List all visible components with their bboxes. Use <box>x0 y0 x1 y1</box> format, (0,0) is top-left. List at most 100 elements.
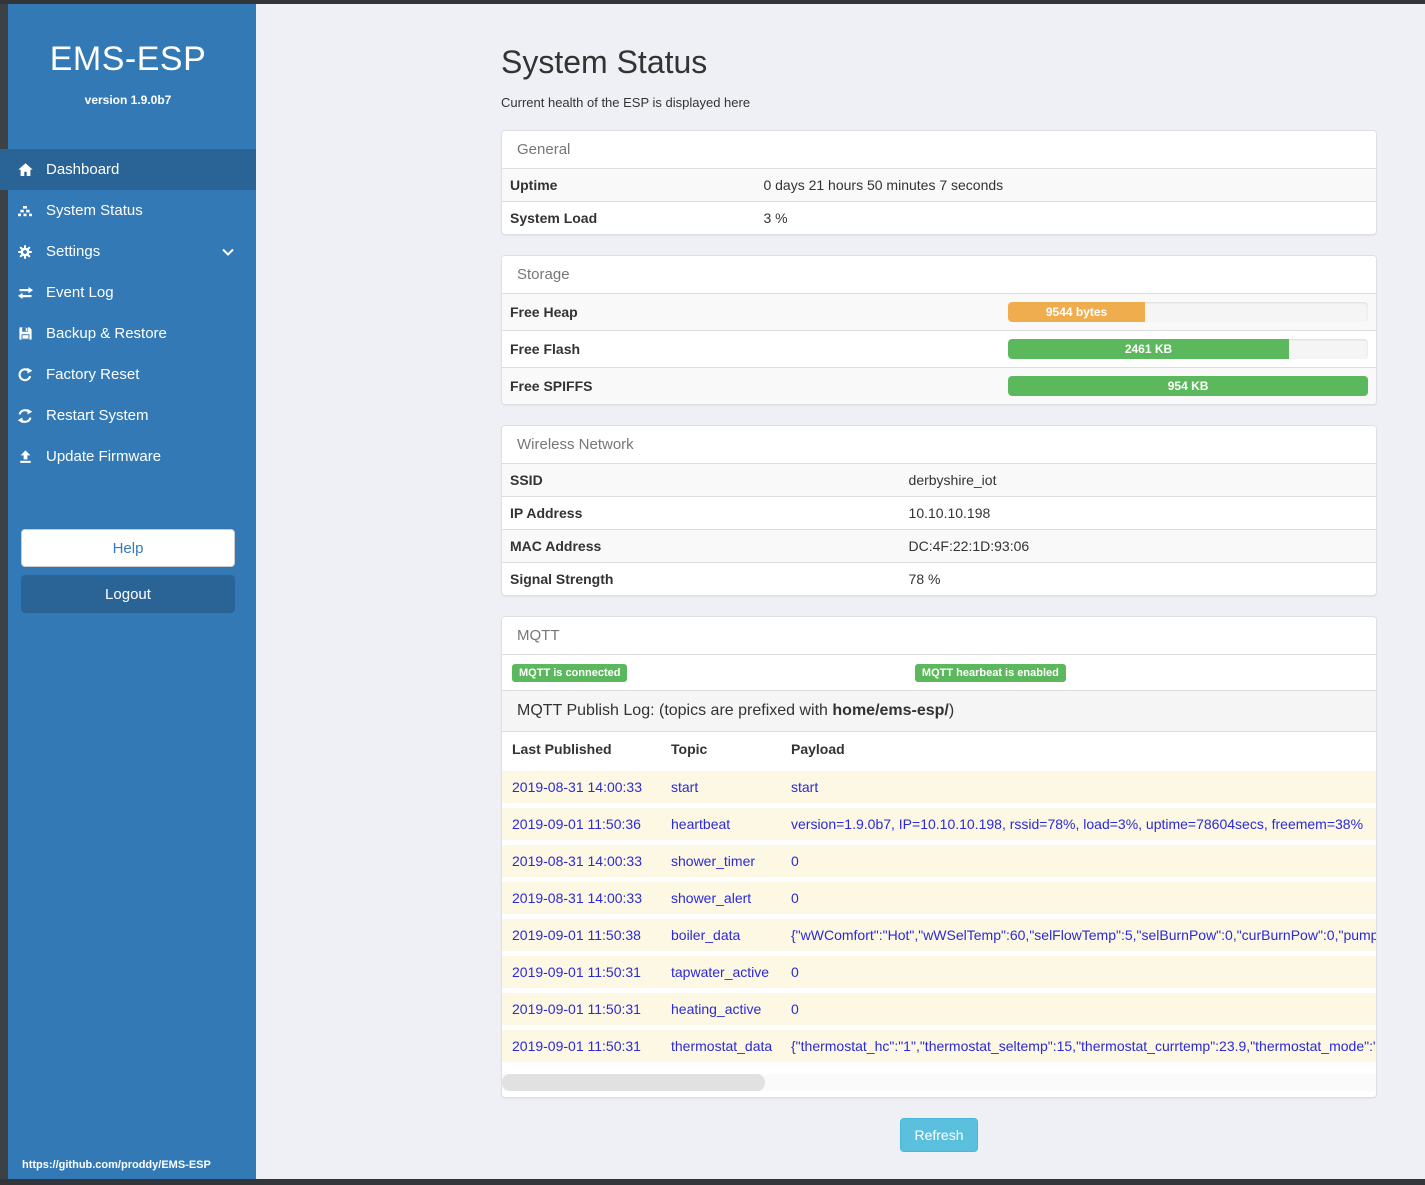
last-published-cell: 2019-08-31 14:00:33 <box>502 766 661 806</box>
sidebar-buttons: Help Logout <box>0 529 256 613</box>
sidebar-item-label: System Status <box>46 202 143 219</box>
restart-icon <box>16 408 34 424</box>
table-row: 2019-08-31 14:00:33 shower_timer 0 <box>502 840 1376 880</box>
topic-cell: tapwater_active <box>661 951 781 991</box>
sidebar-item-dashboard[interactable]: Dashboard <box>0 149 256 190</box>
row-label: SSID <box>510 472 543 488</box>
wireless-table: SSID derbyshire_iot IP Address 10.10.10.… <box>502 464 1376 595</box>
general-table: Uptime 0 days 21 hours 50 minutes 7 seco… <box>502 169 1376 234</box>
mqtt-heartbeat-badge: MQTT hearbeat is enabled <box>914 664 1066 682</box>
log-header-text: MQTT Publish Log: (topics are prefixed w… <box>517 702 833 719</box>
main-area: System Status Current health of the ESP … <box>256 4 1425 1179</box>
mqtt-panel-heading: MQTT <box>502 617 1376 655</box>
storage-table: Free Heap 9544 bytes Free Flash <box>502 294 1376 404</box>
mqtt-panel: MQTT MQTT is connected MQTT hearbeat is … <box>501 616 1377 1098</box>
log-header-topic-prefix: home/ems-esp/ <box>832 702 949 719</box>
table-row: 2019-09-01 11:50:31 tapwater_active 0 <box>502 951 1376 991</box>
mqtt-connected-badge: MQTT is connected <box>512 664 628 682</box>
row-value: 3 % <box>755 201 1376 234</box>
row-label: Free Flash <box>502 330 1001 368</box>
topic-cell: boiler_data <box>661 914 781 954</box>
column-header: Payload <box>781 732 1376 769</box>
scrollbar-thumb[interactable] <box>502 1074 765 1091</box>
last-published-cell: 2019-08-31 14:00:33 <box>502 840 661 880</box>
refresh-row: Refresh <box>501 1118 1377 1152</box>
payload-cell: 0 <box>781 988 1376 1028</box>
general-panel: General Uptime 0 days 21 hours 50 minute… <box>501 130 1377 235</box>
payload-cell: {"wWComfort":"Hot","wWSelTemp":60,"selFl… <box>781 914 1376 954</box>
storage-panel: Storage Free Heap 9544 bytes <box>501 255 1377 405</box>
row-value: 10.10.10.198 <box>900 496 1376 530</box>
row-value: derbyshire_iot <box>908 472 997 488</box>
topic-cell: thermostat_data <box>661 1025 781 1062</box>
last-published-cell: 2019-09-01 11:50:31 <box>502 1025 661 1062</box>
brand: EMS-ESP version 1.9.0b7 <box>0 4 256 107</box>
upload-icon <box>16 449 34 465</box>
table-row: 2019-08-31 14:00:33 shower_alert 0 <box>502 877 1376 917</box>
topic-cell: shower_alert <box>661 877 781 917</box>
github-link[interactable]: https://github.com/proddy/EMS-ESP <box>22 1159 211 1171</box>
payload-cell: 0 <box>781 840 1376 880</box>
sidebar-item-label: Update Firmware <box>46 448 162 465</box>
home-icon <box>16 162 34 178</box>
refresh-button[interactable]: Refresh <box>900 1118 978 1152</box>
row-value: 2461 KB <box>1000 330 1376 368</box>
sidebar-item-label: Backup & Restore <box>46 325 167 342</box>
progress-bar: 2461 KB <box>1008 339 1289 359</box>
progress-label: 954 KB <box>1167 379 1209 393</box>
table-row: SSID derbyshire_iot <box>502 464 1376 497</box>
table-row: 2019-09-01 11:50:31 thermostat_data {"th… <box>502 1025 1376 1062</box>
mqtt-publish-log-header: MQTT Publish Log: (topics are prefixed w… <box>502 690 1376 732</box>
payload-cell: start <box>781 766 1376 806</box>
content: System Status Current health of the ESP … <box>501 4 1377 1152</box>
sidebar-item-label: Event Log <box>46 284 114 301</box>
log-header-suffix: ) <box>948 702 955 719</box>
row-value: 78 % <box>900 562 1376 595</box>
mqtt-log-table: Last Published Topic Payload 2019-08-31 … <box>502 732 1376 1062</box>
save-icon <box>16 326 34 342</box>
row-value: DC:4F:22:1D:93:06 <box>900 529 1376 563</box>
row-label: IP Address <box>502 496 901 530</box>
payload-cell: 0 <box>781 951 1376 991</box>
free-flash-progress: 2461 KB <box>1008 339 1368 359</box>
system-status-icon <box>16 203 34 219</box>
last-published-cell: 2019-09-01 11:50:36 <box>502 803 661 843</box>
row-label: Uptime <box>510 177 558 193</box>
table-row: IP Address 10.10.10.198 <box>502 496 1376 530</box>
sidebar-item-update-firmware[interactable]: Update Firmware <box>0 436 256 477</box>
payload-cell: {"thermostat_hc":"1","thermostat_seltemp… <box>781 1025 1376 1062</box>
last-published-cell: 2019-09-01 11:50:38 <box>502 914 661 954</box>
topic-cell: start <box>661 766 781 806</box>
wireless-panel-heading: Wireless Network <box>502 426 1376 464</box>
row-label: Signal Strength <box>502 562 901 595</box>
table-row: Uptime 0 days 21 hours 50 minutes 7 seco… <box>502 169 1376 202</box>
table-row: MAC Address DC:4F:22:1D:93:06 <box>502 529 1376 563</box>
progress-bar: 954 KB <box>1008 376 1368 396</box>
page-subtitle: Current health of the ESP is displayed h… <box>501 95 751 110</box>
free-heap-progress: 9544 bytes <box>1008 302 1368 322</box>
sidebar-item-label: Factory Reset <box>46 366 140 383</box>
help-button[interactable]: Help <box>21 529 235 567</box>
payload-cell: 0 <box>781 877 1376 917</box>
last-published-cell: 2019-09-01 11:50:31 <box>502 951 661 991</box>
page-title: System Status <box>501 44 708 80</box>
sidebar-item-backup-restore[interactable]: Backup & Restore <box>0 313 256 354</box>
sidebar-item-settings[interactable]: Settings <box>0 231 256 272</box>
sidebar-item-factory-reset[interactable]: Factory Reset <box>0 354 256 395</box>
chevron-down-icon <box>222 248 234 256</box>
topic-cell: heating_active <box>661 988 781 1028</box>
sidebar-item-system-status[interactable]: System Status <box>0 190 256 231</box>
sidebar-nav: Dashboard System Status <box>0 149 256 477</box>
progress-bar: 9544 bytes <box>1008 302 1145 322</box>
column-header: Topic <box>661 732 781 769</box>
row-label: System Load <box>502 201 756 234</box>
horizontal-scrollbar[interactable] <box>502 1074 1376 1091</box>
progress-label: 9544 bytes <box>1045 305 1108 319</box>
sidebar-item-restart-system[interactable]: Restart System <box>0 395 256 436</box>
payload-cell: version=1.9.0b7, IP=10.10.10.198, rssid=… <box>781 803 1376 843</box>
sidebar-item-label: Settings <box>46 243 101 260</box>
logout-button[interactable]: Logout <box>21 575 235 613</box>
table-header-row: Last Published Topic Payload <box>502 732 1376 769</box>
topic-cell: shower_timer <box>661 840 781 880</box>
sidebar-item-event-log[interactable]: Event Log <box>0 272 256 313</box>
